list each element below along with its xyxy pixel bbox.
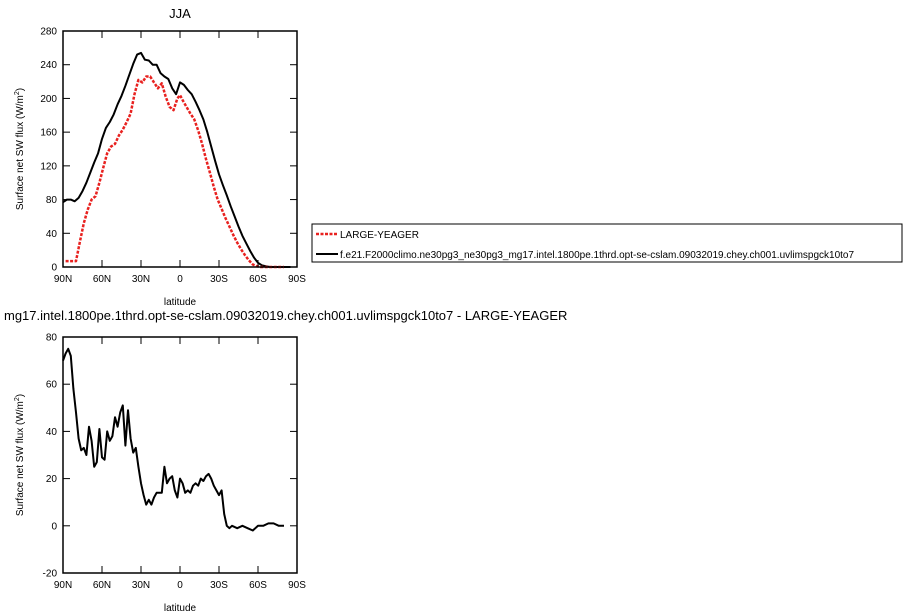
bottom-series-line-0: [62, 347, 284, 532]
top-y-tick-label: 240: [40, 60, 57, 71]
top-y-tick-label: 80: [46, 195, 58, 206]
legend-label-model: f.e21.F2000climo.ne30pg3_ne30pg3_mg17.in…: [340, 250, 854, 261]
top-x-tick-label: 30S: [210, 274, 228, 285]
bottom-x-tick-label: 60N: [93, 580, 111, 591]
bottom-y-axis-label: Surface net SW flux (W/m2): [14, 394, 26, 516]
top-x-tick-label: 0: [177, 274, 183, 285]
top-y-tick-label: 120: [40, 161, 57, 172]
top-series-line-0: [65, 75, 284, 269]
bottom-y-tick-label: 80: [46, 333, 58, 344]
bottom-y-tick-label: 40: [46, 427, 58, 438]
bottom-ticks: 90N 60N 30N 0 30S 60S 90S -20 0 20 40 60 80: [43, 333, 307, 592]
top-y-tick-label: 160: [40, 128, 57, 139]
top-x-tick-label: 60N: [93, 274, 111, 285]
bottom-x-tick-label: 90S: [288, 580, 306, 591]
top-x-axis-label: latitude: [164, 297, 197, 308]
bottom-series-group: [62, 347, 284, 532]
top-x-tick-label: 60S: [249, 274, 267, 285]
bottom-x-tick-label: 90N: [54, 580, 72, 591]
top-ticks: 90N 60N 30N 0 30S 60S 90S 0 40 80 120 160 200 240 280: [40, 27, 306, 286]
top-x-tick-label: 30N: [132, 274, 150, 285]
bottom-y-tick-label: -20: [43, 569, 58, 580]
top-y-tick-label: 0: [51, 263, 57, 274]
legend: LARGE-YEAGER f.e21.F2000climo.ne30pg3_ne…: [311, 223, 903, 263]
bottom-y-tick-label: 20: [46, 474, 58, 485]
top-x-tick-label: 90S: [288, 274, 306, 285]
top-plot-frame: [62, 30, 298, 268]
top-series-line-1: [62, 51, 291, 268]
bottom-x-tick-label: 0: [177, 580, 183, 591]
bottom-x-tick-label: 30N: [132, 580, 150, 591]
top-title: JJA: [169, 6, 191, 21]
bottom-x-tick-label: 30S: [210, 580, 228, 591]
top-y-tick-label: 200: [40, 94, 57, 105]
top-y-axis-label: Surface net SW flux (W/m2): [14, 88, 26, 210]
legend-box: [311, 223, 903, 263]
bottom-x-tick-label: 60S: [249, 580, 267, 591]
top-series-group: [62, 51, 291, 269]
bottom-panel: mg17.intel.1800pe.1thrd.opt-se-cslam.090…: [4, 308, 567, 614]
top-panel: JJA 90N 60N 30N 0 30S 60S 90S 0 40 80 120 160 200 240…: [14, 6, 306, 308]
top-y-tick-label: 40: [46, 229, 58, 240]
bottom-title: mg17.intel.1800pe.1thrd.opt-se-cslam.090…: [4, 308, 567, 323]
bottom-y-tick-label: 0: [51, 521, 57, 532]
top-x-tick-label: 90N: [54, 274, 72, 285]
bottom-x-axis-label: latitude: [164, 603, 197, 614]
legend-label-large-yeager: LARGE-YEAGER: [340, 230, 419, 241]
top-y-tick-label: 280: [40, 27, 57, 38]
bottom-y-tick-label: 60: [46, 380, 58, 391]
